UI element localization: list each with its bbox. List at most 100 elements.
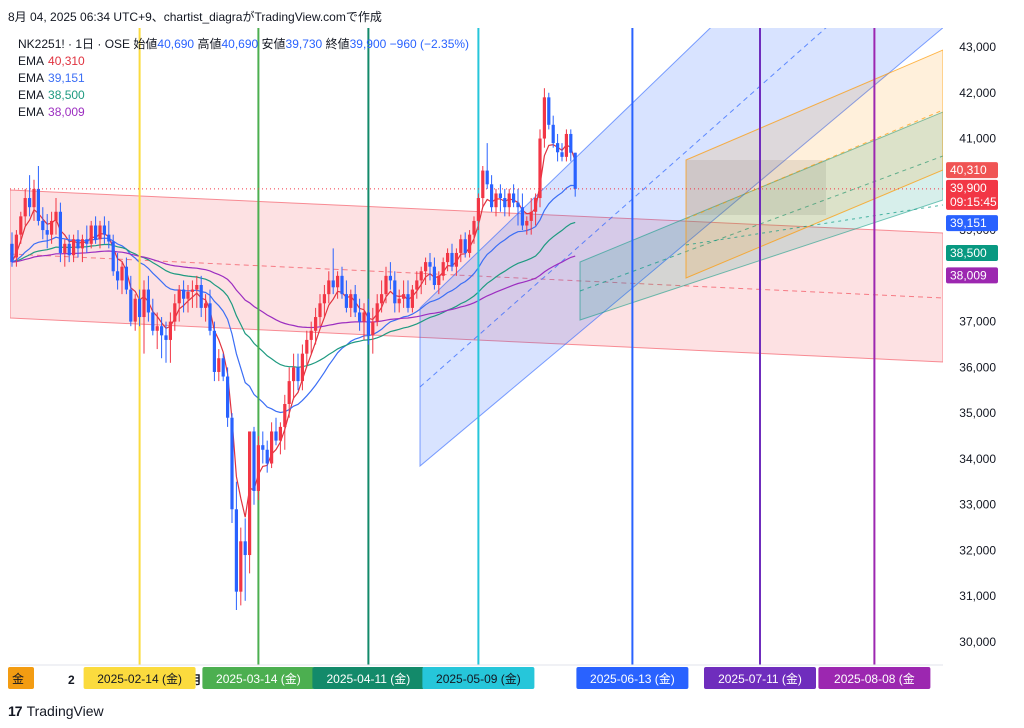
candle <box>375 294 379 327</box>
y-tick-label: 34,000 <box>959 452 996 466</box>
candle <box>217 349 221 382</box>
candle <box>116 252 120 290</box>
candle-body <box>446 252 450 263</box>
candle-body <box>67 243 71 256</box>
candle <box>67 234 71 263</box>
candle <box>336 271 340 299</box>
candle-body <box>556 143 560 153</box>
red-channel-midline <box>10 253 943 299</box>
candle <box>160 317 164 359</box>
teal-channel-midline <box>579 155 943 292</box>
candle-body <box>261 445 265 450</box>
candle <box>133 294 137 331</box>
candle-body <box>212 330 216 372</box>
candle <box>54 198 58 235</box>
y-tick-label: 42,000 <box>959 86 996 100</box>
candle <box>516 188 520 226</box>
candle <box>32 179 36 221</box>
legend-ema-3[interactable]: EMA 38,500 <box>18 87 469 104</box>
candle-body <box>358 312 362 322</box>
candle-body <box>278 426 282 441</box>
candle <box>437 271 441 295</box>
candle <box>459 234 463 263</box>
candle-body <box>28 198 32 208</box>
candle <box>212 321 216 382</box>
candle-body <box>85 239 89 244</box>
candle-body <box>283 404 287 427</box>
candle <box>393 271 397 313</box>
candle-body <box>512 193 516 203</box>
date-badge-text: 2025-03-14 (金) <box>216 671 301 686</box>
candle-body <box>516 202 520 208</box>
candle <box>164 321 168 363</box>
candle-body <box>573 152 577 189</box>
candle-body <box>116 271 120 281</box>
symbol-label[interactable]: NK2251! · 1日 · OSE <box>18 37 131 51</box>
candle <box>107 220 111 249</box>
candle <box>111 234 115 276</box>
candle <box>397 289 401 313</box>
candle-body <box>362 312 366 322</box>
candle-body <box>76 239 80 249</box>
candle <box>72 234 76 263</box>
candle-body <box>111 241 115 272</box>
plot-area <box>10 28 943 665</box>
candle <box>476 193 480 231</box>
candle-body <box>353 294 357 313</box>
candle <box>155 312 159 350</box>
candle-body <box>10 243 14 263</box>
candle <box>327 271 331 304</box>
price-label-badge <box>946 244 998 261</box>
candle-body <box>397 298 401 304</box>
candle <box>177 285 181 322</box>
candle <box>129 275 133 327</box>
candle-body <box>265 449 269 464</box>
candle <box>494 188 498 217</box>
ema-label: EMA <box>18 71 45 85</box>
legend-ema-2[interactable]: EMA 39,151 <box>18 70 469 87</box>
candle <box>173 294 177 331</box>
price-label-badge <box>946 215 998 232</box>
candle-body <box>542 97 546 139</box>
candle-body <box>432 266 436 285</box>
legend-ema-4[interactable]: EMA 38,009 <box>18 104 469 121</box>
candle <box>239 527 243 606</box>
candle-body <box>19 216 23 235</box>
candle <box>296 353 300 391</box>
price-chart[interactable]: 43,00042,00041,00040,00039,00038,00037,0… <box>0 0 1024 700</box>
candle-body <box>190 289 194 292</box>
candle <box>208 289 212 336</box>
candle-body <box>182 289 186 299</box>
candle <box>243 518 247 601</box>
candle-body <box>58 211 62 253</box>
y-tick-label: 32,000 <box>959 543 996 557</box>
candle <box>85 225 89 253</box>
candle-body <box>287 381 291 404</box>
price-label-text: 39,151 <box>950 216 987 230</box>
candle <box>419 266 423 295</box>
candle <box>146 275 150 322</box>
candle-body <box>380 294 384 304</box>
candle-body <box>164 335 168 340</box>
candle <box>340 266 344 299</box>
candle-body <box>243 541 247 556</box>
legend-ema-1[interactable]: EMA 40,310 <box>18 53 469 70</box>
blue-channel-midline <box>419 28 827 388</box>
candle <box>300 344 304 391</box>
candle <box>89 220 93 249</box>
candle <box>58 202 62 263</box>
candle-body <box>89 225 93 244</box>
candle-body <box>155 326 159 331</box>
date-badge <box>8 667 34 689</box>
chart-caption: 8月 04, 2025 06:34 UTC+9、chartist_diagraが… <box>8 10 382 24</box>
y-tick-label: 36,000 <box>959 360 996 374</box>
candle <box>538 129 542 208</box>
candle <box>230 413 234 523</box>
consolidation-box <box>686 160 826 215</box>
date-badge-text: 金 <box>12 671 24 686</box>
candle-body <box>133 298 137 322</box>
high-label: 高値 <box>197 37 222 51</box>
candle <box>353 285 357 318</box>
candle <box>274 417 278 446</box>
candle <box>124 257 128 295</box>
